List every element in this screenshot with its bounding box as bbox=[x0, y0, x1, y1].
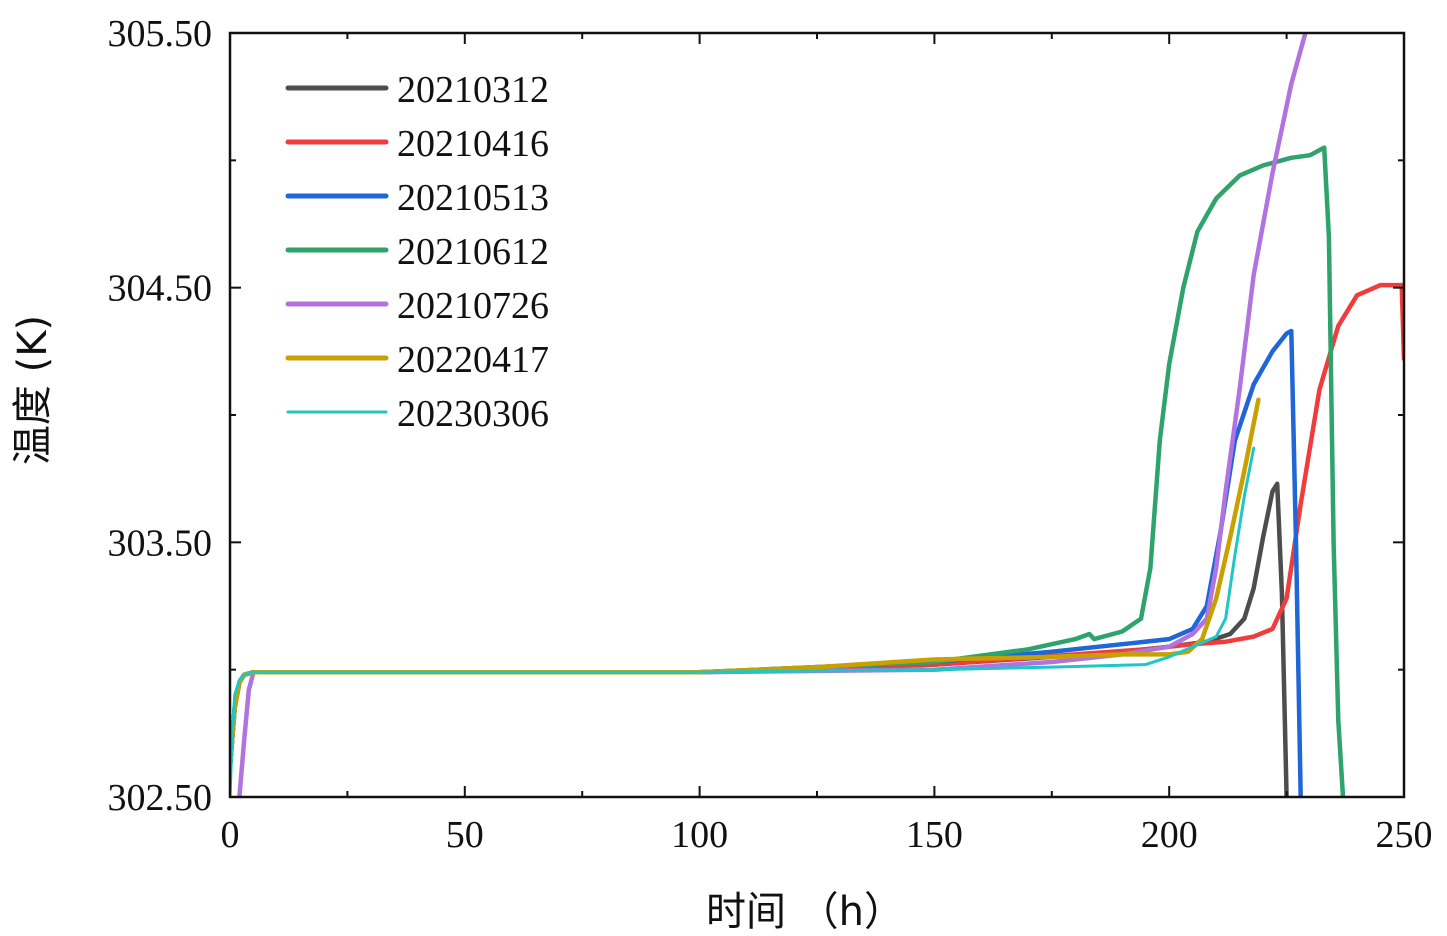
series-line-20210312 bbox=[230, 481, 1289, 797]
legend-label: 20220417 bbox=[397, 339, 549, 381]
legend-label: 20230306 bbox=[397, 393, 549, 435]
x-tick-label: 50 bbox=[446, 814, 484, 856]
legend: 20210312 20210416 20210513 20210612 20210726… bbox=[285, 69, 549, 435]
y-tick-label: 304.50 bbox=[108, 268, 213, 310]
x-axis-title: 时间 （h） bbox=[706, 889, 904, 935]
legend-label: 20210312 bbox=[397, 69, 549, 111]
y-axis-title: 温度 (K) bbox=[10, 315, 56, 465]
series-line-20210513 bbox=[230, 328, 1303, 797]
legend-label: 20210612 bbox=[397, 231, 549, 273]
y-tick-label: 303.50 bbox=[108, 522, 213, 564]
legend-label: 20210513 bbox=[397, 177, 549, 219]
legend-label: 20210726 bbox=[397, 285, 549, 327]
x-tick-label: 0 bbox=[221, 814, 240, 856]
series-line-20230306 bbox=[230, 446, 1256, 797]
x-tick-label: 100 bbox=[671, 814, 728, 856]
legend-label: 20210416 bbox=[397, 123, 549, 165]
tick-layer: 0 50 100 150 200 250 302.50 303.50 304.50 305.50 bbox=[108, 13, 1433, 856]
y-tick-label: 302.50 bbox=[108, 777, 213, 819]
series-line-20220417 bbox=[230, 397, 1261, 769]
x-tick-label: 200 bbox=[1141, 814, 1198, 856]
x-tick-label: 250 bbox=[1376, 814, 1433, 856]
y-tick-label: 305.50 bbox=[108, 13, 213, 55]
x-tick-label: 150 bbox=[906, 814, 963, 856]
series-layer bbox=[230, 33, 1404, 797]
